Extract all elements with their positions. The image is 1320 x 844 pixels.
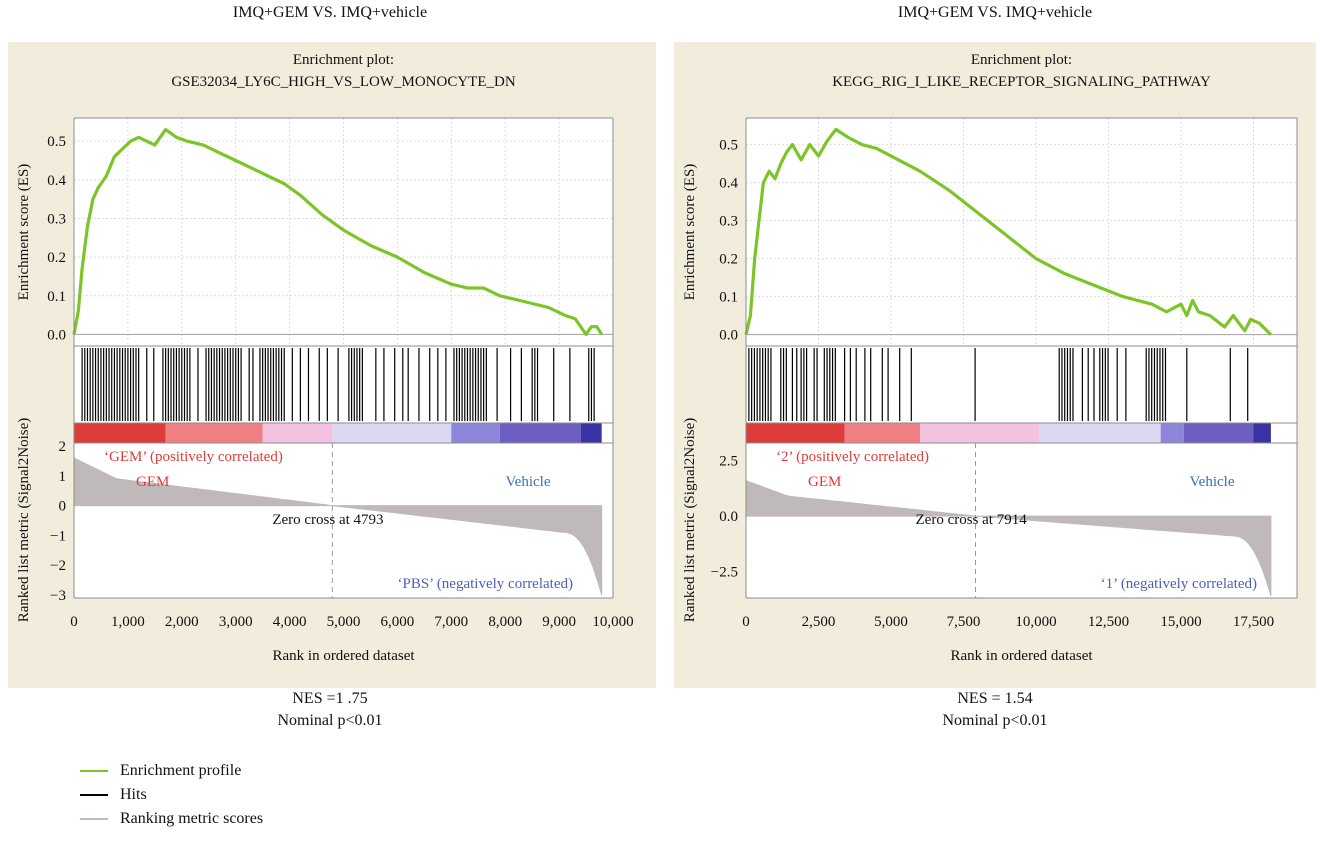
legend-swatch-hits	[80, 794, 108, 796]
panel-title-right: IMQ+GEM VS. IMQ+vehicle	[897, 4, 1093, 21]
xtick-label: 5,000	[874, 614, 908, 630]
es-ytick-label: 0.2	[47, 250, 66, 266]
rank-ytick-label: 2.5	[719, 454, 738, 470]
heatmap-segment	[451, 423, 500, 443]
positive-group-label: GEM	[808, 474, 841, 490]
legend-swatch-enrichment	[80, 770, 108, 772]
enrichment-chart-right: Enrichment plot: KEGG_RIG_I_LIKE_RECEPTOR…	[674, 42, 1316, 688]
y-axis-label-es: Enrichment score (ES)	[682, 164, 698, 301]
negative-group-label: Vehicle	[1190, 474, 1235, 490]
es-ytick-label: 0.0	[719, 328, 738, 344]
xtick-label: 3,000	[219, 614, 253, 630]
ranking-metric-area	[73, 457, 603, 596]
rank-ytick-label: 2	[59, 439, 67, 455]
positive-correlation-label: ‘GEM’ (positively correlated)	[104, 449, 283, 465]
pvalue-left: Nominal p<0.01	[277, 712, 383, 729]
rank-ytick-label: 0	[59, 499, 67, 515]
heatmap-segment	[499, 423, 581, 443]
enrichment-profile-line	[744, 127, 1273, 336]
rank-ytick-label: −2	[50, 558, 66, 574]
xtick-label: 9,000	[542, 614, 576, 630]
xtick-label: 15,000	[1160, 614, 1201, 630]
xtick-label: 8,000	[488, 614, 522, 630]
legend-item-enrichment: Enrichment profile	[80, 760, 263, 782]
xtick-label: 2,000	[165, 614, 199, 630]
heatmap-segment	[165, 423, 263, 443]
xtick-label: 10,000	[592, 614, 633, 630]
heatmap-segment	[1253, 423, 1271, 443]
stats-left: NES =1 .75 Nominal p<0.01	[10, 688, 650, 732]
legend-item-ranking: Ranking metric scores	[80, 808, 263, 830]
legend: Enrichment profile Hits Ranking metric s…	[80, 760, 263, 832]
xtick-label: 2,500	[802, 614, 836, 630]
xtick-label: 4,000	[273, 614, 307, 630]
rank-ytick-label: −3	[50, 588, 66, 604]
plot-title-line2: KEGG_RIG_I_LIKE_RECEPTOR_SIGNALING_PATHW…	[832, 74, 1211, 90]
xtick-label: 5,000	[327, 614, 361, 630]
rank-ytick-label: −1	[50, 528, 66, 544]
gsea-plots: Enrichment plot: GSE32034_LY6C_HIGH_VS_LO…	[8, 42, 1316, 688]
rank-ytick-label: −2.5	[711, 564, 738, 580]
nes-right: NES = 1.54	[957, 690, 1033, 707]
xtick-label: 0	[742, 614, 750, 630]
heatmap-segment	[1160, 423, 1184, 443]
legend-label-ranking: Ranking metric scores	[120, 810, 264, 827]
xtick-label: 0	[70, 614, 78, 630]
heatmap-segment	[580, 423, 602, 443]
es-ytick-label: 0.5	[719, 138, 738, 154]
zero-cross-label: Zero cross at 7914	[916, 512, 1028, 528]
xtick-label: 1,000	[111, 614, 145, 630]
heatmap-segment	[1038, 423, 1161, 443]
heatmap-segment	[920, 423, 1039, 443]
es-ytick-label: 0.4	[47, 173, 66, 189]
panel-title-left: IMQ+GEM VS. IMQ+vehicle	[232, 4, 428, 21]
plot-title-line2: GSE32034_LY6C_HIGH_VS_LOW_MONOCYTE_DN	[171, 74, 515, 90]
es-ytick-label: 0.1	[719, 290, 738, 306]
positive-correlation-label: ‘2’ (positively correlated)	[776, 449, 929, 465]
zero-cross-label: Zero cross at 4793	[272, 512, 383, 528]
plot-title-line1: Enrichment plot:	[293, 52, 394, 68]
ranking-metric-area	[745, 479, 1272, 596]
y-axis-label-es: Enrichment score (ES)	[16, 164, 32, 301]
legend-label-enrichment: Enrichment profile	[120, 762, 242, 779]
enrichment-chart-left: Enrichment plot: GSE32034_LY6C_HIGH_VS_LO…	[8, 42, 656, 688]
positive-group-label: GEM	[136, 474, 169, 490]
rank-ytick-label: 0.0	[719, 509, 738, 525]
negative-correlation-label: ‘PBS’ (negatively correlated)	[398, 576, 574, 592]
xtick-label: 6,000	[381, 614, 415, 630]
heatmap-segment	[746, 423, 845, 443]
pvalue-right: Nominal p<0.01	[942, 712, 1048, 729]
rank-ytick-label: 1	[59, 469, 67, 485]
heatmap-segment	[74, 423, 166, 443]
xtick-label: 10,000	[1015, 614, 1056, 630]
xtick-label: 17,500	[1233, 614, 1274, 630]
y-axis-label-rank: Ranked list metric (Signal2Noise)	[16, 418, 32, 623]
x-axis-label: Rank in ordered dataset	[950, 648, 1093, 664]
es-ytick-label: 0.4	[719, 176, 738, 192]
heatmap-segment	[1183, 423, 1254, 443]
x-axis-label: Rank in ordered dataset	[272, 648, 415, 664]
enrichment-profile-line	[72, 128, 604, 336]
heatmap-segment	[332, 423, 452, 443]
y-axis-label-rank: Ranked list metric (Signal2Noise)	[682, 418, 698, 623]
heatmap-segment	[844, 423, 920, 443]
negative-group-label: Vehicle	[506, 474, 551, 490]
legend-item-hits: Hits	[80, 784, 263, 806]
nes-left: NES =1 .75	[292, 690, 368, 707]
xtick-label: 7,500	[947, 614, 981, 630]
plot-title-line1: Enrichment plot:	[971, 52, 1072, 68]
es-ytick-label: 0.3	[719, 214, 738, 230]
xtick-label: 12,500	[1088, 614, 1129, 630]
es-ytick-label: 0.0	[47, 327, 66, 343]
legend-label-hits: Hits	[120, 786, 147, 803]
stats-right: NES = 1.54 Nominal p<0.01	[675, 688, 1315, 732]
legend-swatch-ranking	[80, 818, 108, 820]
es-ytick-label: 0.3	[47, 211, 66, 227]
heatmap-segment	[262, 423, 333, 443]
negative-correlation-label: ‘1’ (negatively correlated)	[1101, 576, 1257, 592]
xtick-label: 7,000	[434, 614, 468, 630]
es-ytick-label: 0.5	[47, 134, 66, 150]
es-ytick-label: 0.1	[47, 289, 66, 305]
es-ytick-label: 0.2	[719, 252, 738, 268]
